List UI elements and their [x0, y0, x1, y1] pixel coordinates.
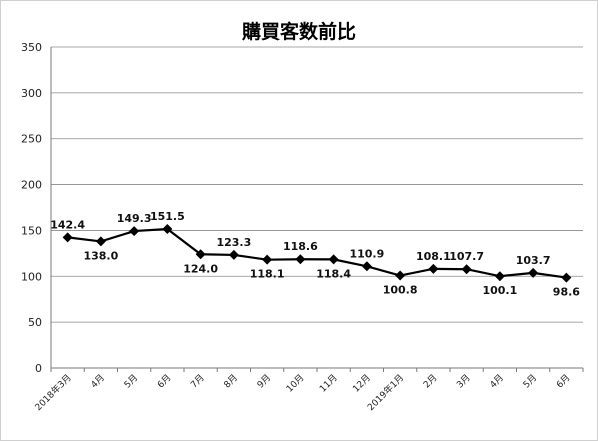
- x-tick-label: 4月: [89, 372, 107, 390]
- x-tick-label: 2月: [421, 372, 439, 390]
- series-line: [67, 227, 567, 279]
- data-point-marker: [228, 249, 239, 260]
- data-label: 149.3: [117, 212, 152, 225]
- y-tick-label: 150: [21, 224, 42, 237]
- x-tick-label: 12月: [351, 372, 373, 394]
- data-label: 124.0: [183, 262, 218, 275]
- data-point-marker: [295, 254, 306, 265]
- data-label: 118.4: [316, 267, 351, 280]
- data-point-marker: [494, 271, 505, 282]
- data-label: 151.5: [150, 210, 185, 223]
- data-point-marker: [328, 254, 339, 265]
- data-label: 108.1: [416, 250, 451, 263]
- y-tick-label: 200: [21, 179, 42, 192]
- x-tick-label: 10月: [284, 372, 306, 394]
- data-point-marker: [361, 261, 372, 272]
- data-point-marker: [461, 264, 472, 275]
- data-label: 103.7: [516, 254, 551, 267]
- data-point-marker: [95, 236, 106, 247]
- x-tick-label: 5月: [521, 372, 539, 390]
- series-group: [62, 224, 572, 283]
- data-label: 142.4: [50, 218, 85, 231]
- data-label: 100.8: [383, 284, 418, 297]
- x-tick-label: 9月: [255, 372, 273, 390]
- data-point-marker: [62, 232, 73, 243]
- x-tick-label: 8月: [222, 372, 240, 390]
- y-tick-label: 0: [35, 362, 42, 375]
- data-label: 123.3: [216, 236, 251, 249]
- data-point-marker: [561, 272, 572, 283]
- data-label: 107.7: [449, 250, 484, 263]
- x-tick-label: 5月: [122, 372, 140, 390]
- data-point-marker: [395, 270, 406, 281]
- x-tick-label: 4月: [488, 372, 506, 390]
- x-tick-label: 6月: [554, 372, 572, 390]
- x-tick-label: 7月: [189, 372, 207, 390]
- x-tick-label: 11月: [318, 372, 340, 394]
- chart-title: 購買客数前比: [242, 20, 356, 43]
- data-label: 98.6: [553, 286, 580, 299]
- data-label: 100.1: [482, 284, 517, 297]
- data-point-marker: [262, 254, 273, 265]
- x-tick-label: 6月: [155, 372, 173, 390]
- data-label: 118.1: [250, 268, 285, 281]
- x-tick-label: 3月: [455, 372, 473, 390]
- data-label: 138.0: [83, 249, 118, 262]
- y-tick-label: 350: [21, 41, 42, 54]
- data-point-marker: [129, 226, 140, 237]
- y-tick-label: 300: [21, 87, 42, 100]
- data-point-marker: [528, 267, 539, 278]
- x-tick-label: 2018年3月: [32, 372, 73, 413]
- data-point-marker: [428, 263, 439, 274]
- y-axis-ticks: 0 50 100 150 200 250 300 350: [21, 41, 42, 375]
- y-tick-label: 100: [21, 270, 42, 283]
- y-tick-label: 250: [21, 133, 42, 146]
- gridlines: [50, 46, 584, 372]
- y-tick-label: 50: [28, 316, 42, 329]
- data-point-marker: [195, 249, 206, 260]
- data-label: 110.9: [349, 247, 384, 260]
- data-point-marker: [162, 224, 173, 235]
- data-label: 118.6: [283, 240, 318, 253]
- x-tick-label: 2019年1月: [365, 372, 406, 413]
